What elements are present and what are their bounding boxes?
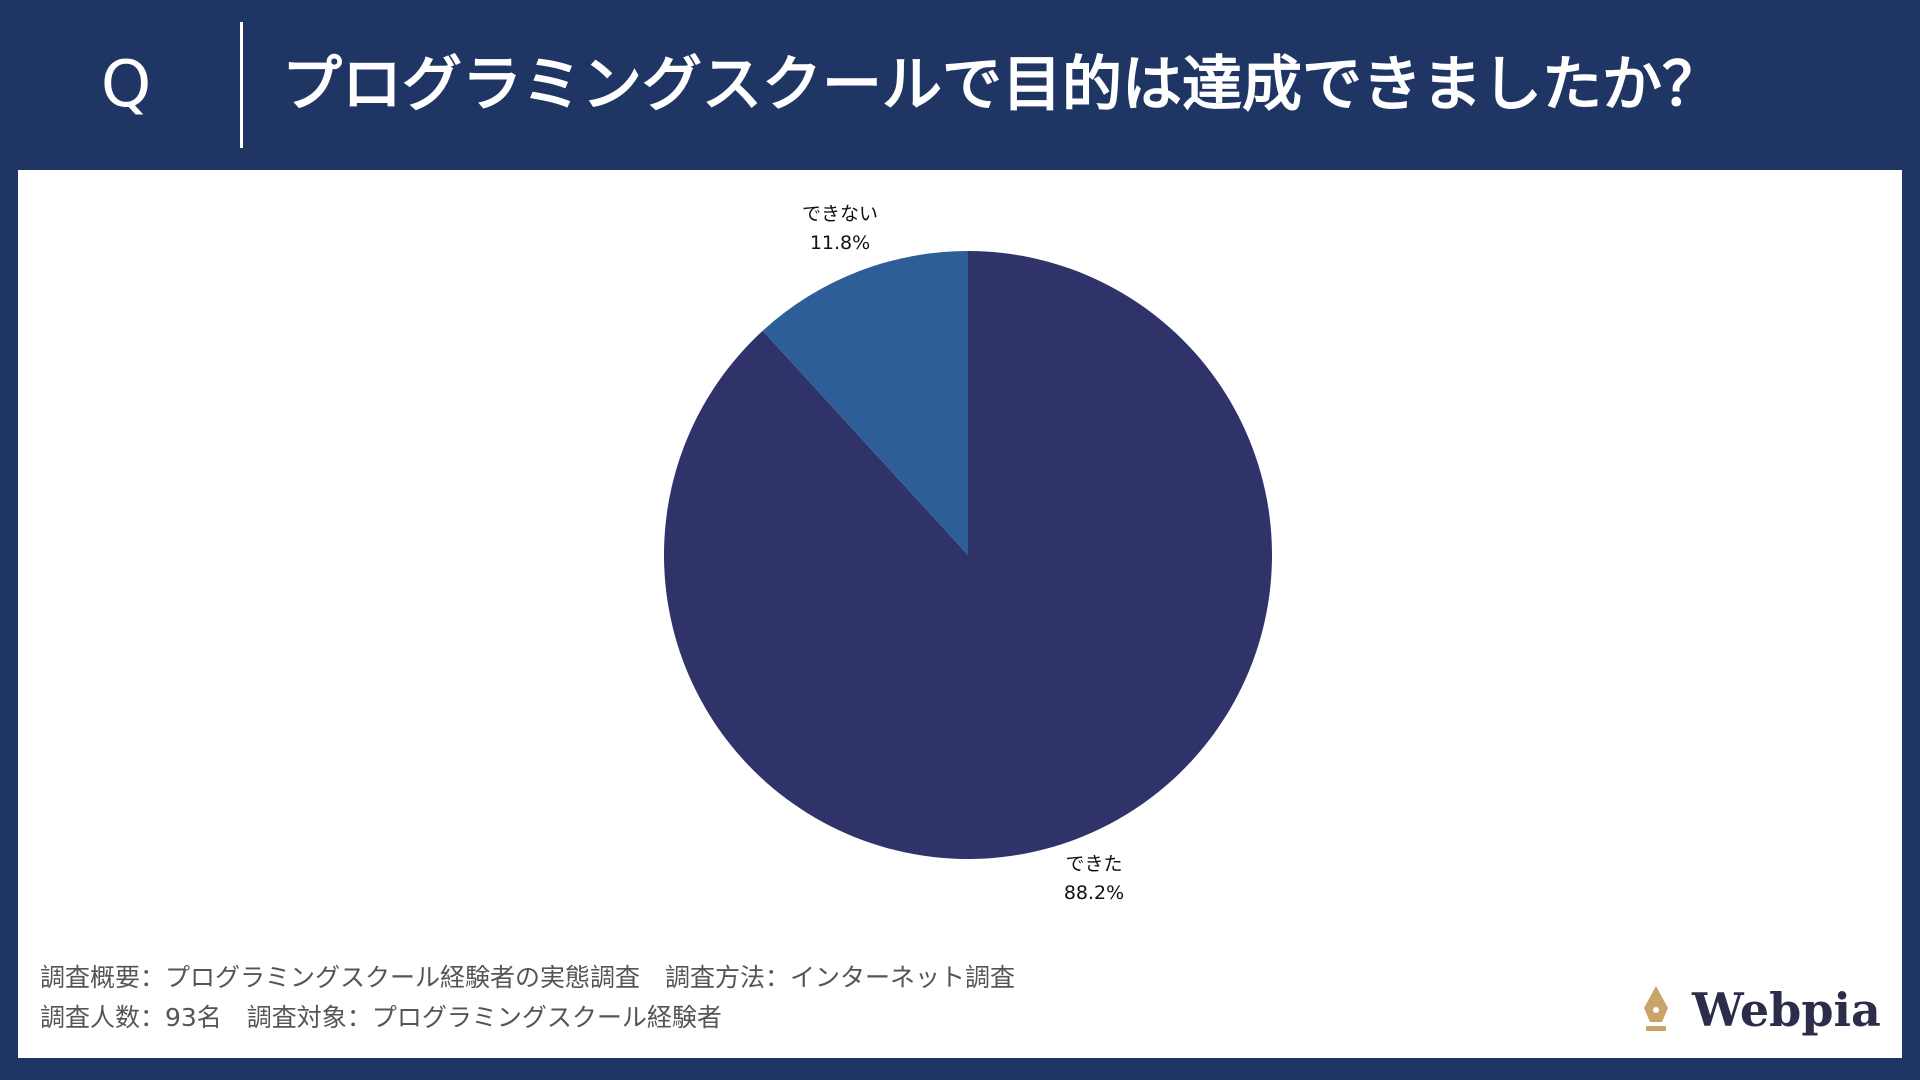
header-divider [240,22,243,148]
slice-category-dekinai: できない [801,203,878,225]
pie-chart [664,251,1272,859]
survey-summary-line1: 調査概要：プログラミングスクール経験者の実態調査 調査方法：インターネット調査 [40,963,1016,992]
survey-summary-line2: 調査人数：93名 調査対象：プログラミングスクール経験者 [40,1003,722,1032]
webpia-logo: Webpia [1628,980,1888,1040]
logo-text: Webpia [1692,983,1881,1037]
slice-value-dekinai: 11.8% [809,232,871,254]
chart-panel: できた 88.2% できない 11.8% 調査概要：プログラミングスクール経験者… [18,170,1902,1058]
header-bar: Q プログラミングスクールで目的は達成できましたか？ [0,0,1920,170]
pie-slice-1 [762,251,968,555]
fountain-pen-nib-icon [1644,986,1668,1031]
slice-category-dekita: できた [1065,853,1123,875]
slice-value-dekita: 88.2% [1063,882,1125,904]
question-mark-label: Q [100,48,152,122]
slice-label-dekita: できた 88.2% [1024,850,1164,908]
slice-label-dekinai: できない 11.8% [770,200,910,258]
question-title: プログラミングスクールで目的は達成できましたか？ [282,50,1722,120]
